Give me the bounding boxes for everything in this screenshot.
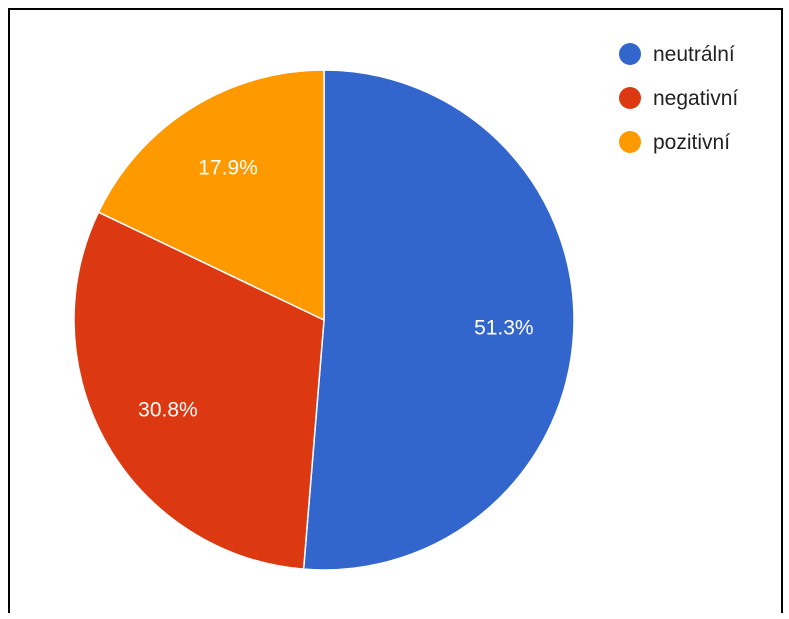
- legend-label: negativní: [653, 87, 738, 110]
- legend: neutrální negativní pozitivní: [619, 43, 738, 154]
- legend-label: neutrální: [653, 43, 735, 66]
- pie-slices: [73, 69, 575, 571]
- pie-slice-1: [302, 69, 575, 571]
- slice-value-label: 51.3%: [474, 316, 534, 339]
- legend-swatch: [619, 43, 641, 65]
- legend-label: pozitivní: [653, 131, 730, 154]
- pie-slice-2: [73, 211, 325, 570]
- slice-value-label: 17.9%: [198, 157, 258, 180]
- pie-slice-3: [97, 69, 325, 322]
- slice-value-label: 30.8%: [138, 399, 198, 422]
- legend-swatch: [619, 87, 641, 109]
- legend-swatch: [619, 131, 641, 153]
- pie-slice-labels: 51.3% 30.8% 17.9%: [138, 157, 533, 422]
